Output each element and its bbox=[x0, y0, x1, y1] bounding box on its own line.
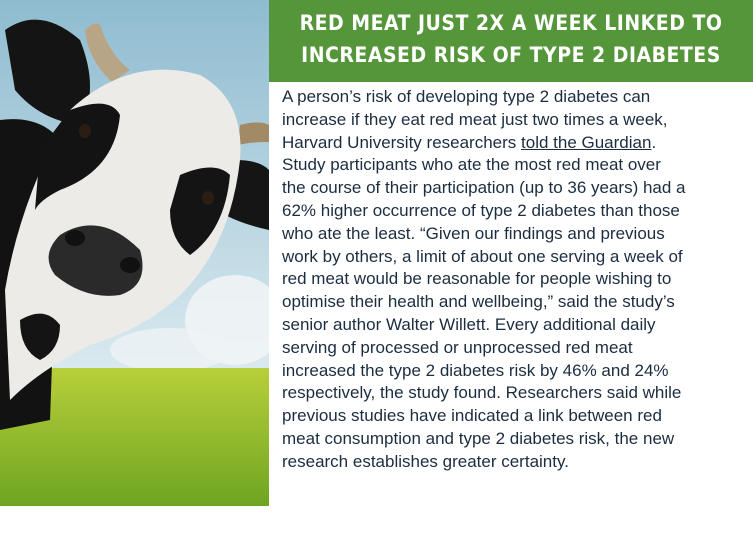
body-line: Study participants who ate the most red … bbox=[282, 155, 661, 175]
body-text: . bbox=[651, 132, 657, 152]
body-line: optimise their health and wellbeing,” sa… bbox=[282, 292, 675, 312]
body-line: senior author Walter Willett. Every addi… bbox=[282, 314, 656, 334]
body-text: Harvard University researchers bbox=[282, 132, 522, 152]
headline-line: INCREASED RISK OF TYPE 2 DIABETES bbox=[301, 43, 721, 67]
headline-line: RED MEAT JUST 2X A WEEK LINKED TO bbox=[299, 11, 723, 35]
body-line: red meat would be reasonable for people … bbox=[282, 269, 672, 289]
body-line: serving of processed or unprocessed red … bbox=[282, 337, 633, 357]
article-body: A person’s risk of developing type 2 dia… bbox=[282, 86, 686, 474]
body-line: research establishes greater certainty. bbox=[282, 451, 569, 471]
body-line: increased the type 2 diabetes risk by 46… bbox=[282, 360, 669, 380]
body-line: previous studies have indicated a link b… bbox=[282, 406, 662, 426]
body-line: increase if they eat red meat just two t… bbox=[282, 109, 668, 129]
body-line: respectively, the study found. Researche… bbox=[282, 383, 682, 403]
body-line: 62% higher occurrence of type 2 diabetes… bbox=[282, 200, 680, 220]
body-line: who ate the least. “Given our findings a… bbox=[282, 223, 665, 243]
body-line: A person’s risk of developing type 2 dia… bbox=[282, 87, 651, 106]
guardian-link[interactable]: told the Guardian bbox=[521, 132, 652, 152]
body-line: the course of their participation (up to… bbox=[282, 178, 686, 198]
body-line: meat consumption and type 2 diabetes ris… bbox=[282, 428, 675, 448]
cow-photo bbox=[0, 0, 269, 506]
body-line: work by others, a limit of about one ser… bbox=[282, 246, 683, 266]
body-line: Harvard University researchers told the … bbox=[282, 132, 686, 155]
headline: RED MEAT JUST 2X A WEEK LINKED TO INCREA… bbox=[269, 0, 753, 82]
